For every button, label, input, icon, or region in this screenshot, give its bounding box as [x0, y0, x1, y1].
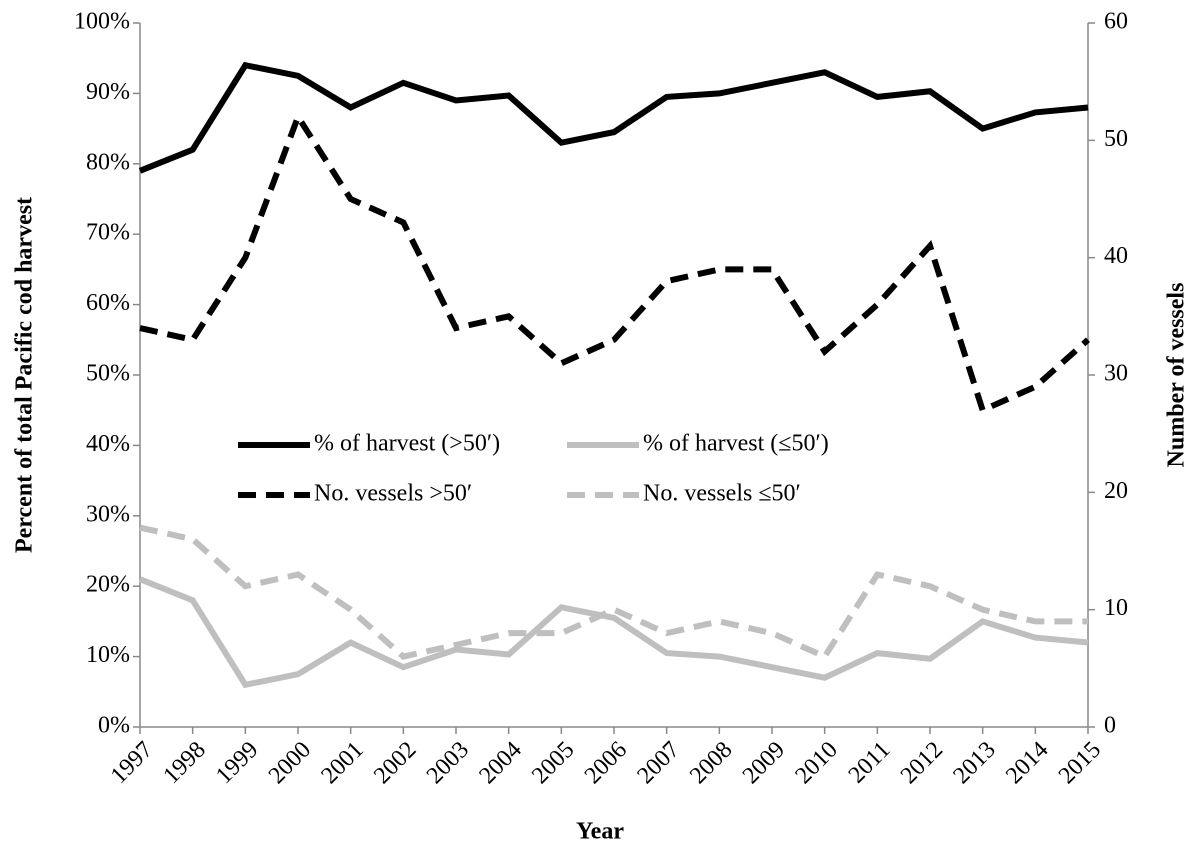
- y-tick-label: 50%: [86, 361, 130, 387]
- y2-tick-label: 60: [1104, 9, 1128, 35]
- y-tick-label: 80%: [86, 149, 130, 175]
- y-tick-label: 20%: [86, 572, 130, 598]
- series-line: [138, 61, 1089, 174]
- x-tick-label: 1997: [106, 737, 158, 789]
- x-tick-label: 2007: [632, 737, 684, 789]
- x-tick-label: 2006: [580, 737, 632, 789]
- y-tick-label: 60%: [86, 290, 130, 316]
- legend-label: % of harvest (>50′): [314, 431, 500, 457]
- series-line: [138, 576, 1089, 689]
- y-axis-title: Percent of total Pacific cod harvest: [12, 197, 38, 553]
- x-tick-label: 1999: [211, 737, 263, 789]
- legend-label: No. vessels ≤50′: [643, 481, 801, 507]
- y-tick-label: 100%: [74, 9, 130, 35]
- series-line: [139, 524, 1088, 661]
- y-tick-label: 10%: [86, 642, 130, 668]
- x-axis-title: Year: [576, 819, 624, 845]
- y-tick-label: 0%: [98, 713, 130, 739]
- x-tick-label: 2004: [474, 737, 526, 789]
- x-tick-label: 1998: [158, 737, 210, 789]
- x-tick-label: 2010: [790, 737, 842, 789]
- y2-tick-label: 30: [1104, 361, 1128, 387]
- x-tick-label: 2003: [422, 737, 474, 789]
- y-tick-label: 40%: [86, 431, 130, 457]
- x-tick-label: 2012: [896, 737, 948, 789]
- x-tick-label: 2002: [369, 737, 421, 789]
- y-tick-label: 30%: [86, 501, 130, 527]
- y2-tick-label: 0: [1104, 713, 1116, 739]
- x-tick-label: 2013: [948, 737, 1000, 789]
- y-tick-label: 70%: [86, 220, 130, 246]
- y2-tick-label: 20: [1104, 478, 1128, 504]
- legend-label: No. vessels >50′: [314, 481, 472, 507]
- x-tick-label: 2011: [844, 737, 896, 789]
- legend-label: % of harvest (≤50′): [643, 431, 829, 457]
- x-tick-label: 2009: [738, 737, 790, 789]
- x-tick-label: 2000: [264, 737, 316, 789]
- y2-axis-title: Number of vessels: [1164, 283, 1190, 468]
- x-tick-label: 2001: [316, 737, 368, 789]
- x-tick-label: 2014: [1001, 737, 1053, 789]
- series-line: [139, 110, 1090, 415]
- y2-tick-label: 50: [1104, 126, 1128, 152]
- y-tick-label: 90%: [86, 79, 130, 105]
- x-tick-label: 2005: [527, 737, 579, 789]
- y2-tick-label: 10: [1104, 595, 1128, 621]
- x-tick-label: 2008: [685, 737, 737, 789]
- x-tick-label: 2015: [1054, 737, 1106, 789]
- y2-tick-label: 40: [1104, 243, 1128, 269]
